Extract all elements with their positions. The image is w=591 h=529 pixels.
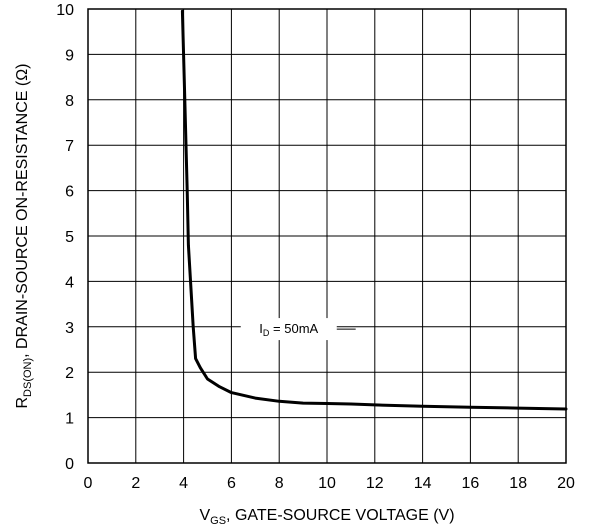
x-tick-labels: 0 2 4 6 8 10 12 14 16 18 20: [84, 475, 575, 492]
y-tick-label: 2: [65, 365, 74, 382]
x-axis-title-rest: , GATE-SOURCE VOLTAGE (V): [226, 507, 454, 524]
series-layer: [180, 9, 568, 411]
y-tick-label: 6: [65, 184, 74, 201]
x-axis-title-sub: GS: [210, 515, 226, 527]
plot-frame: [87, 8, 567, 464]
y-tick-label: 5: [65, 229, 74, 246]
annotation-label: ID = 50mA: [259, 321, 318, 338]
annotation: ID = 50mA: [240, 318, 356, 341]
y-tick-labels: 0 1 2 3 4 5 6 7 8 9 10: [56, 2, 74, 473]
x-axis-title: VGS, GATE-SOURCE VOLTAGE (V): [199, 507, 454, 527]
y-axis-title: RDS(ON), DRAIN-SOURCE ON-RESISTANCE (Ω): [14, 63, 34, 408]
x-tick-label: 0: [84, 475, 93, 492]
y-axis-title-main: R: [14, 397, 31, 409]
y-tick-label: 4: [65, 274, 74, 291]
x-tick-label: 14: [414, 475, 432, 492]
y-tick-label: 9: [65, 47, 74, 64]
x-axis-title-main: V: [199, 507, 210, 524]
x-tick-label: 16: [462, 475, 480, 492]
y-axis-title-rest: , DRAIN-SOURCE ON-RESISTANCE (Ω): [14, 63, 31, 357]
y-tick-label: 1: [65, 411, 74, 428]
x-tick-label: 10: [318, 475, 336, 492]
y-tick-label: 7: [65, 138, 74, 155]
x-tick-label: 6: [227, 475, 236, 492]
y-tick-label: 10: [56, 2, 74, 19]
annotation-rest: = 50mA: [269, 321, 318, 336]
grid: [87, 8, 567, 464]
x-tick-label: 4: [179, 475, 188, 492]
annotation-main: I: [259, 321, 263, 336]
x-tick-label: 12: [366, 475, 384, 492]
x-tick-label: 8: [275, 475, 284, 492]
x-tick-label: 20: [557, 475, 575, 492]
series-line: [180, 9, 568, 411]
y-tick-label: 8: [65, 93, 74, 110]
y-axis-title-sub: DS(ON): [22, 358, 34, 397]
y-tick-label: 0: [65, 456, 74, 473]
y-tick-label: 3: [65, 320, 74, 337]
x-tick-label: 18: [509, 475, 527, 492]
annotation-sub: D: [263, 328, 270, 338]
x-tick-label: 2: [131, 475, 140, 492]
annotation-bg: [240, 318, 337, 341]
